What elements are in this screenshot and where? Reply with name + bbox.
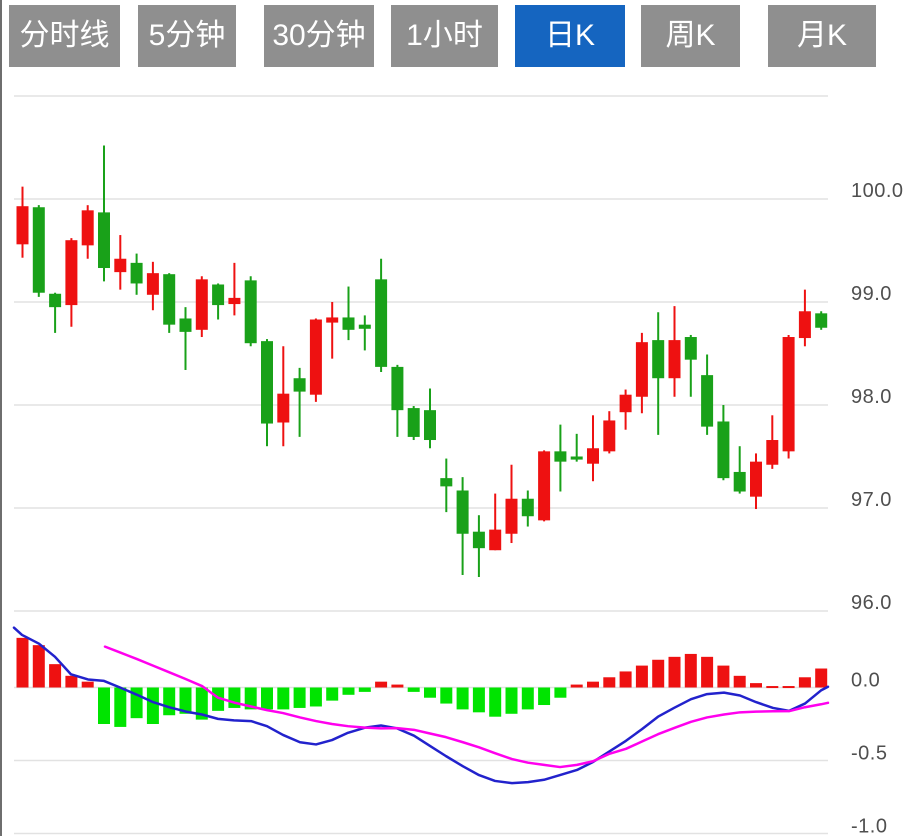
tab-30min[interactable]: 30分钟 <box>264 5 374 67</box>
svg-text:97.0: 97.0 <box>851 489 892 511</box>
tab-1hour[interactable]: 1小时 <box>391 5 498 67</box>
svg-text:-0.5: -0.5 <box>851 743 887 765</box>
tab-minute-line[interactable]: 分时线 <box>9 5 120 67</box>
svg-text:98.0: 98.0 <box>851 386 892 408</box>
tab-monthly-k[interactable]: 月K <box>768 5 876 67</box>
svg-text:0.0: 0.0 <box>851 670 880 692</box>
timeframe-tabbar: 分时线 5分钟 30分钟 1小时 日K 周K 月K <box>2 0 912 70</box>
svg-text:99.0: 99.0 <box>851 283 892 305</box>
svg-text:96.0: 96.0 <box>851 592 892 614</box>
svg-text:100.0: 100.0 <box>851 180 904 202</box>
svg-text:-1.0: -1.0 <box>851 816 887 836</box>
tab-weekly-k[interactable]: 周K <box>641 5 740 67</box>
tab-daily-k[interactable]: 日K <box>515 5 625 67</box>
tab-5min[interactable]: 5分钟 <box>138 5 236 67</box>
